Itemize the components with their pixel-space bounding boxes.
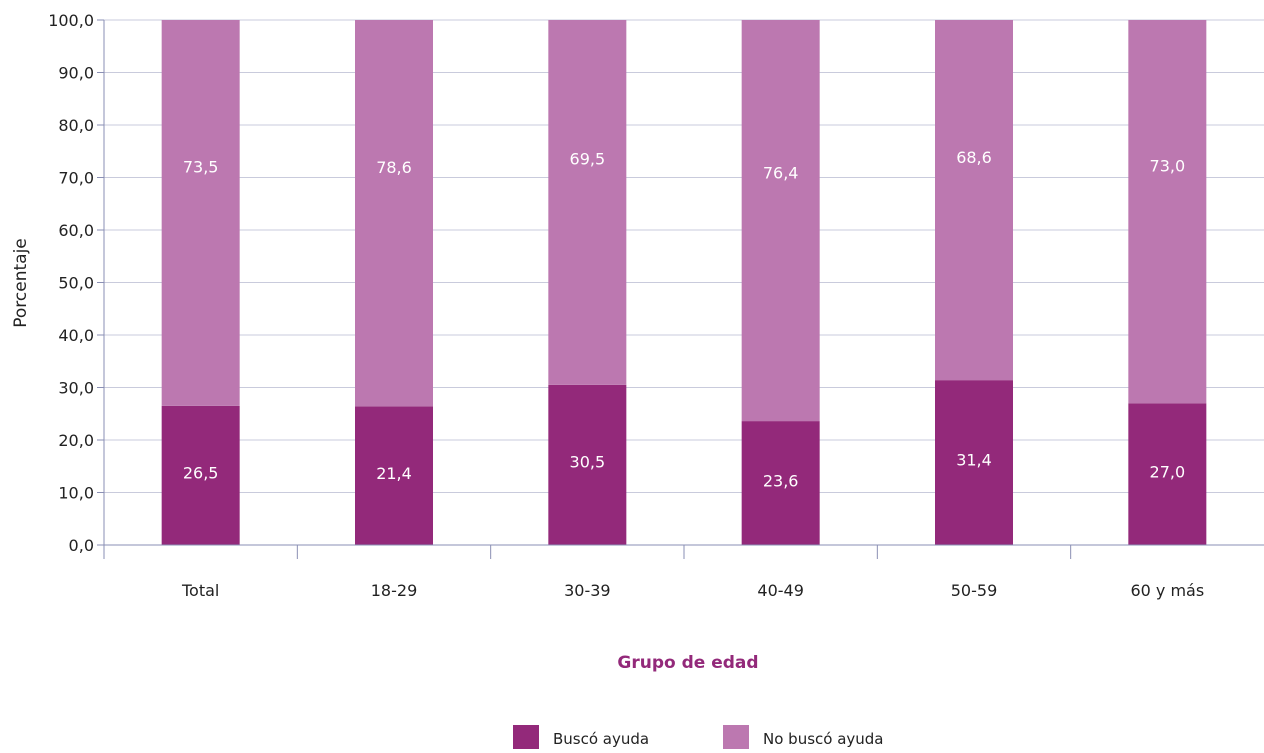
bar-busco-ayuda	[548, 384, 627, 545]
bar-busco-ayuda	[1128, 403, 1207, 545]
axes: 0,0 10,0 20,0 30,0 40,0 50,0 60,0 70,0 80,0 90,0 1…	[48, 11, 1264, 600]
legend-swatch-busco	[513, 725, 539, 749]
y-tick-label: 40,0	[58, 326, 94, 345]
legend-label-busco: Buscó ayuda	[553, 730, 649, 748]
data-label: 26,5	[183, 464, 219, 483]
y-tick-label: 80,0	[58, 116, 94, 135]
y-tick-label: 20,0	[58, 431, 94, 450]
bar-no-busco-ayuda	[935, 20, 1013, 381]
bars	[161, 20, 1207, 545]
bar-busco-ayuda	[741, 421, 820, 545]
bar-no-busco-ayuda	[161, 20, 240, 406]
data-label: 21,4	[376, 464, 412, 483]
x-tick-label: 60 y más	[1130, 581, 1204, 600]
y-tick-label: 60,0	[58, 221, 94, 240]
data-label: 76,4	[763, 163, 799, 182]
bar-no-busco-ayuda	[741, 20, 820, 422]
bar-busco-ayuda	[935, 380, 1013, 545]
data-labels: 26,5 73,5 21,4 78,6 30,5 69,5 23,6 76,4 31,4 68,6…	[183, 148, 1185, 491]
y-axis-label: Porcentaje	[11, 238, 31, 328]
bar-no-busco-ayuda	[548, 20, 627, 385]
legend-swatch-no-busco	[723, 725, 749, 749]
gridlines	[104, 19, 1264, 493]
y-tick-label: 90,0	[58, 64, 94, 83]
x-tick-label: 50-59	[951, 581, 998, 600]
legend: Buscó ayuda No buscó ayuda	[513, 725, 884, 749]
y-tick-label: 0,0	[69, 536, 94, 555]
x-tick-label: 18-29	[371, 581, 418, 600]
data-label: 68,6	[956, 148, 992, 167]
bar-no-busco-ayuda	[1128, 20, 1207, 404]
bar-busco-ayuda	[355, 406, 433, 545]
x-tick-label: Total	[181, 581, 219, 600]
data-label: 78,6	[376, 158, 412, 177]
y-tick-label: 100,0	[48, 11, 94, 30]
y-tick-label: 30,0	[58, 379, 94, 398]
data-label: 73,0	[1150, 157, 1186, 176]
x-tick-label: 40-49	[757, 581, 804, 600]
bar-busco-ayuda	[161, 405, 240, 545]
x-tick-label: 30-39	[564, 581, 611, 600]
data-label: 23,6	[763, 472, 799, 491]
y-tick-label: 50,0	[58, 274, 94, 293]
legend-label-no-busco: No buscó ayuda	[763, 730, 884, 748]
data-label: 27,0	[1150, 462, 1186, 481]
y-tick-label: 70,0	[58, 169, 94, 188]
data-label: 69,5	[570, 150, 606, 169]
data-label: 73,5	[183, 158, 219, 177]
data-label: 31,4	[956, 450, 992, 469]
bar-no-busco-ayuda	[355, 20, 433, 407]
data-label: 30,5	[570, 453, 606, 472]
y-tick-label: 10,0	[58, 484, 94, 503]
x-axis-label: Grupo de edad	[617, 653, 758, 673]
